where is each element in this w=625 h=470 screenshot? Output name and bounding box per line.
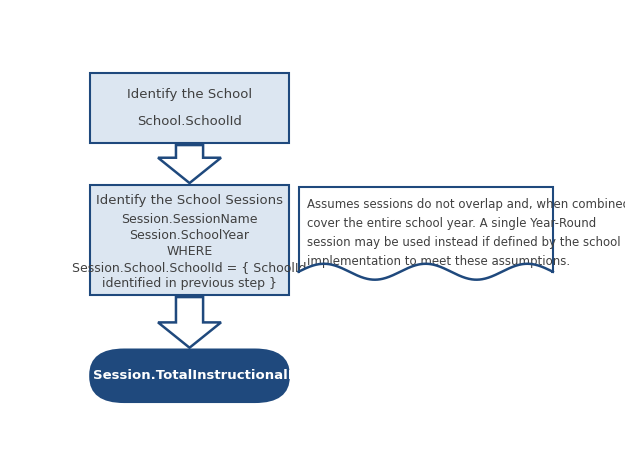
Text: Session.School.SchoolId = { SchoolId: Session.School.SchoolId = { SchoolId <box>72 261 307 274</box>
Text: identified in previous step }: identified in previous step } <box>102 277 277 290</box>
FancyBboxPatch shape <box>90 350 289 402</box>
Text: Session.SessionName: Session.SessionName <box>121 213 258 227</box>
Text: Session.SchoolYear: Session.SchoolYear <box>129 229 249 243</box>
Polygon shape <box>158 145 221 183</box>
Text: Assumes sessions do not overlap and, when combined,
cover the entire school year: Assumes sessions do not overlap and, whe… <box>308 197 625 267</box>
FancyBboxPatch shape <box>300 268 551 274</box>
FancyBboxPatch shape <box>299 187 553 272</box>
Text: Identify the School: Identify the School <box>127 88 252 101</box>
Text: School.SchoolId: School.SchoolId <box>137 115 242 128</box>
Text: Identify the School Sessions: Identify the School Sessions <box>96 194 283 207</box>
FancyBboxPatch shape <box>90 73 289 143</box>
Text: WHERE: WHERE <box>166 245 212 258</box>
FancyBboxPatch shape <box>90 185 289 295</box>
Text: SUM ( Session.TotalInstructionalDays ): SUM ( Session.TotalInstructionalDays ) <box>44 369 335 382</box>
Polygon shape <box>158 297 221 348</box>
